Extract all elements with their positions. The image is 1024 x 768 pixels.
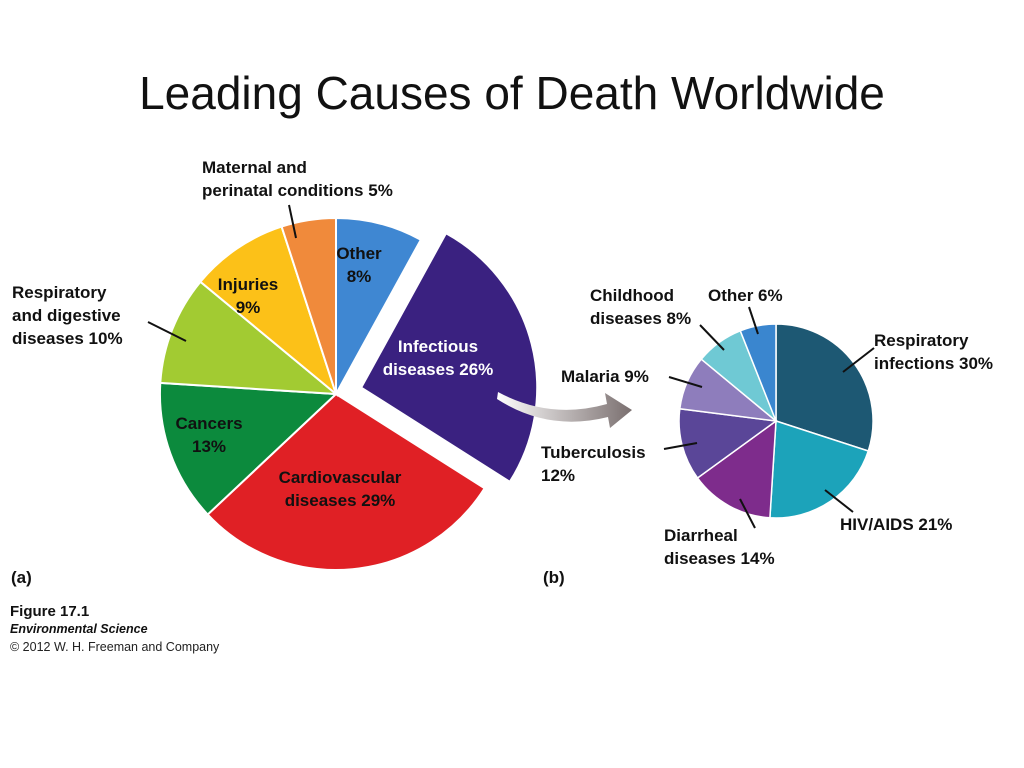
pie-a-label-cancers: Cancers 13% — [175, 414, 242, 456]
pie-b-label-tuberculosis: Tuberculosis 12% — [541, 443, 646, 485]
pie-b-label-hiv-aids-21: HIV/AIDS 21% — [840, 515, 952, 534]
pie-a-slice-maternal-and — [280, 216, 337, 395]
pie-chart-a: Other 8% Infectious diseases 26% Cardiovascu… — [12, 158, 539, 571]
pie-a-slice-cancers — [158, 381, 339, 516]
pie-a-leader-respiratory — [147, 321, 187, 342]
pie-b-slice-other-6 — [739, 323, 777, 422]
figure-number: Figure 17.1 — [10, 603, 90, 620]
panel-a-label: (a) — [11, 568, 32, 587]
zoom-arrow — [497, 392, 632, 428]
panel-b-label: (b) — [543, 568, 565, 587]
pie-a-slice-cardiovascular — [206, 392, 486, 571]
pie-a-label-cardiovascular: Cardiovascular diseases 29% — [279, 468, 402, 510]
pie-a-label-maternal-and: Maternal and perinatal conditions 5% — [202, 158, 393, 200]
pie-b-leader-diarrheal — [739, 498, 756, 529]
pie-b-label-malaria-9: Malaria 9% — [561, 367, 649, 386]
pie-a-slice-other — [335, 216, 423, 395]
pie-a-slice-injuries — [198, 225, 339, 397]
pie-b-label-childhood: Childhood diseases 8% — [590, 286, 691, 328]
pie-b-leader-tuberculosis — [663, 442, 698, 450]
pie-a-slice-respiratory — [159, 280, 340, 396]
figure-copyright: © 2012 W. H. Freeman and Company — [10, 640, 220, 654]
pie-a-label-infectious: Infectious diseases 26% — [383, 337, 494, 379]
pie-b-leader-respiratory — [842, 347, 875, 373]
pie-b-label-respiratory: Respiratory infections 30% — [874, 331, 993, 373]
pie-b-leader-malaria-9 — [668, 376, 703, 388]
pie-b-label-other-6: Other 6% — [708, 286, 783, 305]
pie-b-label-diarrheal: Diarrheal diseases 14% — [664, 526, 775, 568]
pie-a-slice-infectious — [359, 231, 539, 484]
pie-b-slice-hiv-aids-21 — [769, 419, 870, 519]
pie-b-slice-diarrheal — [696, 419, 777, 519]
pie-b-leader-other-6 — [748, 306, 759, 335]
figure-source-book: Environmental Science — [10, 622, 148, 636]
slide-title: Leading Causes of Death Worldwide — [139, 67, 885, 119]
pie-a-label-other: Other 8% — [336, 244, 382, 286]
pie-b-leader-hiv-aids-21 — [824, 489, 854, 513]
pie-chart-b: Respiratory infections 30% HIV/AIDS 21% Dia… — [541, 286, 993, 568]
pie-a-label-injuries: Injuries 9% — [218, 275, 278, 317]
pie-b-leader-childhood — [699, 324, 725, 351]
pie-a-leader-maternal-and — [288, 204, 297, 239]
pie-a-label-respiratory: Respiratory and digestive diseases 10% — [12, 283, 123, 348]
